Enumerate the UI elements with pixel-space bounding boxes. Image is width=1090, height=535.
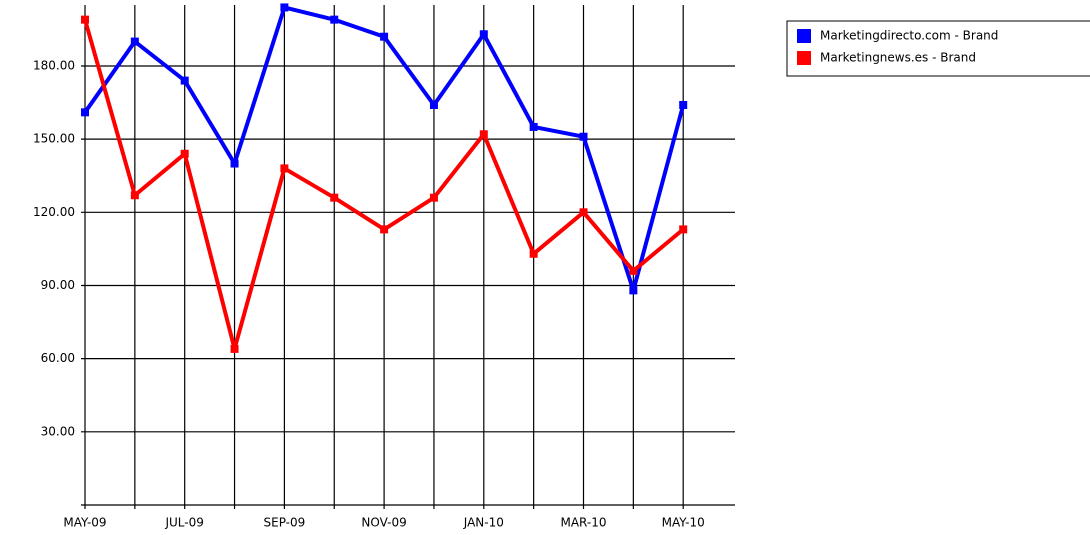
legend-label: Marketingnews.es - Brand [820, 51, 976, 65]
x-tick-label: NOV-09 [361, 516, 406, 530]
y-tick-label: 120.00 [33, 205, 75, 219]
x-tick-label: JAN-10 [463, 516, 504, 530]
point-marker [629, 286, 638, 295]
legend-swatch [797, 51, 811, 65]
point-marker [380, 32, 389, 41]
legend-box [786, 20, 1090, 77]
point-marker [330, 15, 339, 24]
y-tick-label: 180.00 [33, 58, 75, 72]
y-tick-label: 30.00 [41, 424, 75, 438]
point-marker [130, 37, 139, 46]
point-marker [280, 164, 289, 173]
point-marker [679, 225, 688, 234]
point-marker [280, 3, 289, 12]
point-marker [429, 193, 438, 202]
point-marker [230, 344, 239, 353]
point-marker [330, 193, 339, 202]
point-marker [180, 76, 189, 85]
point-marker [81, 15, 89, 24]
point-marker [679, 101, 688, 109]
point-marker [529, 122, 538, 131]
legend-swatch [797, 29, 811, 43]
point-marker [380, 225, 389, 234]
x-tick-label: JUL-09 [164, 516, 203, 530]
point-marker [429, 101, 438, 109]
y-tick-label: 90.00 [41, 278, 75, 292]
point-marker [579, 208, 588, 217]
x-tick-label: SEP-09 [264, 516, 306, 530]
x-tick-label: MAY-10 [662, 516, 705, 530]
point-marker [529, 249, 538, 258]
point-marker [629, 266, 638, 275]
x-tick-label: MAY-09 [63, 516, 106, 530]
x-tick-label: MAR-10 [560, 516, 606, 530]
y-tick-label: 60.00 [41, 351, 75, 365]
point-marker [180, 149, 189, 158]
point-marker [230, 159, 239, 168]
point-marker [130, 191, 139, 200]
point-marker [479, 130, 488, 139]
legend-label: Marketingdirecto.com - Brand [820, 29, 998, 43]
y-tick-label: 150.00 [33, 132, 75, 146]
point-marker [81, 108, 89, 117]
point-marker [479, 30, 488, 39]
point-marker [579, 132, 588, 141]
